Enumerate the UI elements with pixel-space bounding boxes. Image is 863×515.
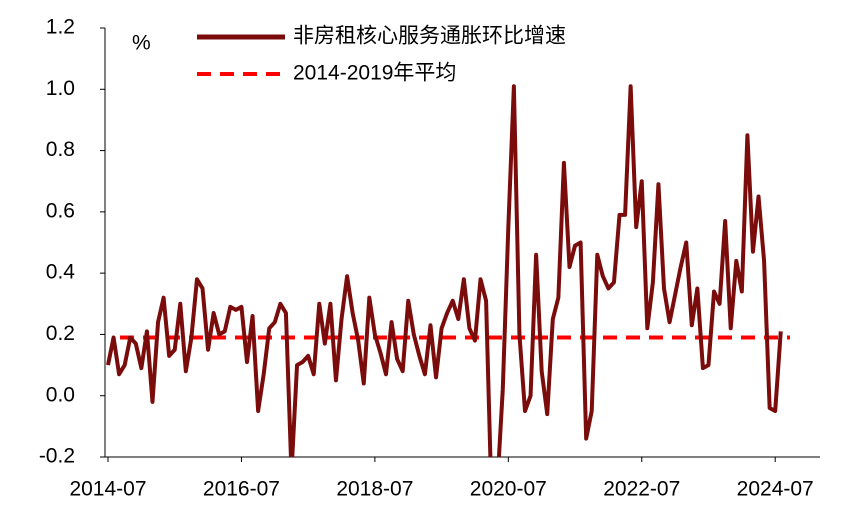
x-tick-label: 2018-07 xyxy=(336,478,413,501)
x-tick-label: 2020-07 xyxy=(470,478,547,501)
legend-label: 2014-2019年平均 xyxy=(293,62,456,85)
y-tick-label: -0.2 xyxy=(39,445,75,468)
y-tick-label: 1.2 xyxy=(46,16,75,39)
x-tick-label: 2014-07 xyxy=(69,478,146,501)
y-tick-label: 0.6 xyxy=(46,199,75,222)
data-line xyxy=(106,84,783,457)
legend-label: 非房租核心服务通胀环比增速 xyxy=(293,25,566,48)
unit-label: % xyxy=(132,32,151,55)
y-tick-label: 0.2 xyxy=(46,322,75,345)
y-tick-label: 0.0 xyxy=(46,383,75,406)
y-tick-label: 1.0 xyxy=(46,77,75,100)
x-tick-label: 2022-07 xyxy=(603,478,680,501)
y-tick-label: 0.4 xyxy=(46,261,76,284)
x-tick-label: 2024-07 xyxy=(737,478,814,501)
y-tick-label: 0.8 xyxy=(46,138,75,161)
x-tick-label: 2016-07 xyxy=(203,478,280,501)
